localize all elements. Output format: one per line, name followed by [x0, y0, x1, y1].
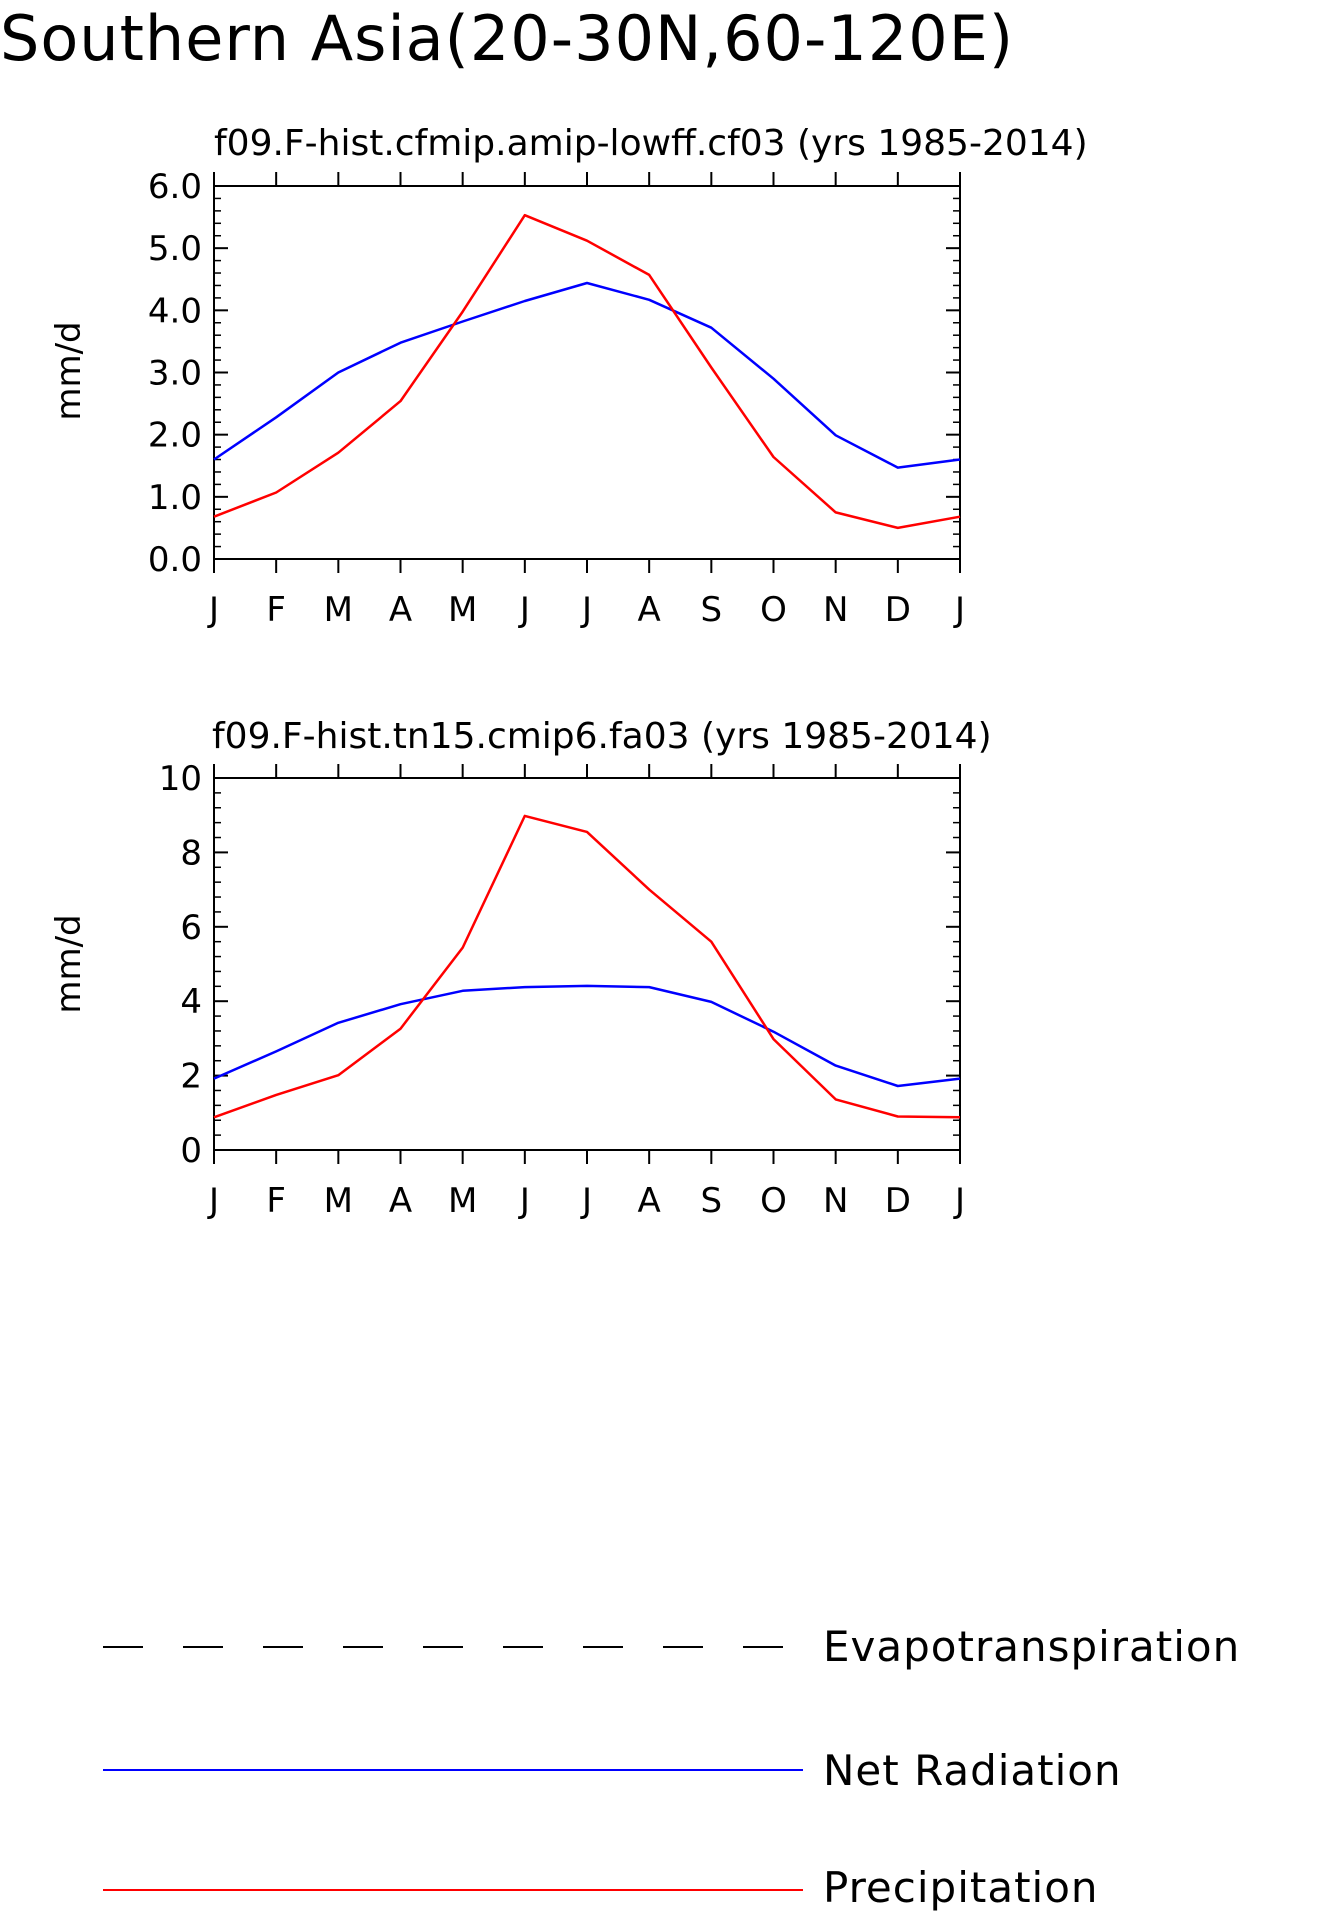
panel-1-x-tick-label: J	[207, 590, 219, 630]
panel-2-x-tick-label: J	[518, 1181, 530, 1221]
legend-item-precipitation: Precipitation	[103, 1863, 1099, 1912]
panel-1-y-tick-label: 1.0	[148, 478, 202, 518]
panel-1-x-tick-label: F	[266, 590, 286, 630]
panel-2-y-tick-label: 4	[180, 982, 202, 1022]
panel-1-x-tick-label: D	[885, 590, 911, 630]
panel-2-x-tick-label: O	[760, 1181, 787, 1221]
legend-label-evapotranspiration: Evapotranspiration	[823, 1622, 1240, 1671]
panel-1-x-tick-label: N	[823, 590, 848, 630]
panel-1-y-tick-label: 5.0	[148, 229, 202, 269]
panel-1-y-tick-label: 4.0	[148, 291, 202, 331]
panel-2-x-tick-label: M	[448, 1181, 477, 1221]
panel-1: f09.F-hist.cfmip.amip-lowff.cf03 (yrs 19…	[49, 123, 1088, 630]
legend-item-evapotranspiration: Evapotranspiration	[103, 1622, 1240, 1671]
legend-label-precipitation: Precipitation	[823, 1863, 1099, 1912]
panel-2-title: f09.F-hist.tn15.cmip6.fa03 (yrs 1985-201…	[212, 716, 992, 757]
panel-1-series-net-radiation	[213, 281, 961, 469]
panel-1-series-precipitation	[213, 213, 961, 530]
panel-2: f09.F-hist.tn15.cmip6.fa03 (yrs 1985-201…	[49, 716, 992, 1221]
panel-2-y-axis-label: mm/d	[49, 914, 89, 1013]
panel-2-x-tick-label: J	[580, 1181, 592, 1221]
panel-2-y-tick-label: 0	[180, 1131, 202, 1171]
panel-1-x-tick-label: J	[518, 590, 530, 630]
legend: Evapotranspiration Net Radiation Precipi…	[103, 1622, 1240, 1912]
panel-1-x-tick-label: M	[448, 590, 477, 630]
panel-2-x-tick-label: F	[266, 1181, 286, 1221]
panel-2-x-tick-label: J	[953, 1181, 965, 1221]
panel-2-series-precipitation	[213, 814, 961, 1119]
panel-1-x-tick-label: S	[701, 590, 723, 630]
panel-2-x-tick-label: A	[389, 1181, 412, 1221]
figure-title: Southern Asia(20-30N,60-120E)	[0, 2, 1014, 75]
panel-2-x-tick-label: S	[701, 1181, 723, 1221]
legend-label-net-radiation: Net Radiation	[823, 1746, 1122, 1795]
panel-2-series-net-radiation	[213, 984, 961, 1088]
panel-2-x-tick-label: D	[885, 1181, 911, 1221]
legend-item-net-radiation: Net Radiation	[103, 1746, 1122, 1795]
panel-1-x-tick-label: J	[953, 590, 965, 630]
panel-2-y-tick-label: 6	[180, 908, 202, 948]
panel-1-title: f09.F-hist.cfmip.amip-lowff.cf03 (yrs 19…	[214, 123, 1088, 164]
panel-1-x-tick-label: M	[324, 590, 353, 630]
panel-1-x-tick-label: J	[580, 590, 592, 630]
panel-2-x-tick-label: M	[324, 1181, 353, 1221]
panel-2-x-tick-label: A	[638, 1181, 661, 1221]
panel-1-x-tick-label: A	[389, 590, 412, 630]
panel-1-y-tick-label: 6.0	[148, 167, 202, 207]
panel-1-y-axis-label: mm/d	[49, 321, 89, 420]
panel-1-y-tick-label: 0.0	[148, 540, 202, 580]
panel-1-y-tick-label: 2.0	[148, 416, 202, 456]
panel-2-y-tick-label: 10	[159, 759, 202, 799]
panel-1-x-tick-label: O	[760, 590, 787, 630]
panel-1-y-tick-label: 3.0	[148, 354, 202, 394]
panel-2-plot-frame	[213, 777, 961, 1151]
panel-2-y-tick-label: 8	[180, 833, 202, 873]
panel-2-y-tick-label: 2	[180, 1057, 202, 1097]
panel-1-x-tick-label: A	[638, 590, 661, 630]
panel-2-x-tick-label: N	[823, 1181, 848, 1221]
panel-2-x-tick-label: J	[207, 1181, 219, 1221]
